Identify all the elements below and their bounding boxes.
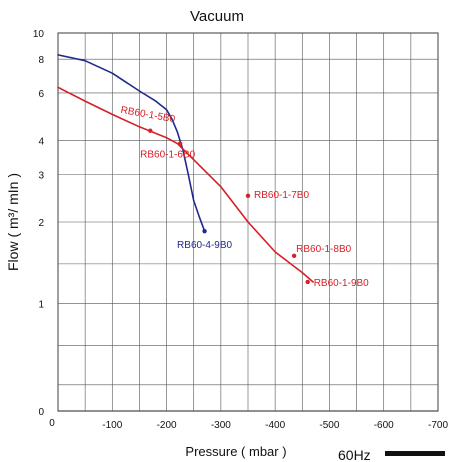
x-tick-label: 0: [49, 418, 55, 429]
x-tick-label: -500: [319, 420, 339, 431]
grid-lines: [57, 32, 439, 411]
frequency-legend-bar: [385, 451, 445, 456]
x-tick-label: -400: [265, 420, 285, 431]
y-tick-label: 2: [38, 218, 44, 229]
y-tick-label: 8: [38, 55, 44, 66]
x-tick-label: -700: [428, 420, 448, 431]
y-tick-label: 1: [38, 299, 44, 310]
x-tick-labels: 0 -100 -200 -300 -400 -500 -600 -700: [49, 418, 448, 431]
data-point-marker: [305, 279, 310, 285]
series-line-1: [57, 54, 206, 232]
data-point-label: RB60-1-9B0: [314, 278, 369, 289]
y-tick-label: 10: [33, 29, 45, 40]
data-point-label: RB60-1-7B0: [254, 190, 309, 201]
y-tick-label: 3: [38, 170, 44, 181]
x-axis-title: Pressure ( mbar ): [185, 444, 286, 459]
series-lines: [57, 54, 314, 283]
data-point-label: RB60-1-8B0: [296, 244, 351, 255]
data-point-marker: [291, 253, 297, 258]
y-tick-label: 6: [38, 89, 44, 100]
x-tick-label: -100: [102, 420, 122, 431]
frequency-label: 60Hz: [338, 447, 371, 462]
data-point-label: RB60-1-6B0: [140, 150, 195, 161]
data-point-marker: [148, 128, 153, 133]
y-axis-title: Flow ( m³/ mIn ): [5, 173, 21, 271]
x-tick-label: -200: [157, 420, 177, 431]
y-tick-label: 4: [38, 137, 44, 148]
chart-title: Vacuum: [190, 8, 244, 25]
data-point-marker: [245, 193, 251, 198]
data-point-marker: [202, 228, 207, 234]
data-point-marker: [177, 141, 183, 146]
x-tick-label: -600: [374, 420, 394, 431]
y-tick-label: 0: [38, 407, 44, 418]
x-tick-label: -300: [211, 420, 231, 431]
data-points: RB60-1-5B0RB60-1-6B0RB60-1-7B0RB60-1-8B0…: [120, 105, 369, 289]
data-point-label: RB60-4-9B0: [177, 240, 232, 251]
series-line-2: [57, 86, 314, 283]
